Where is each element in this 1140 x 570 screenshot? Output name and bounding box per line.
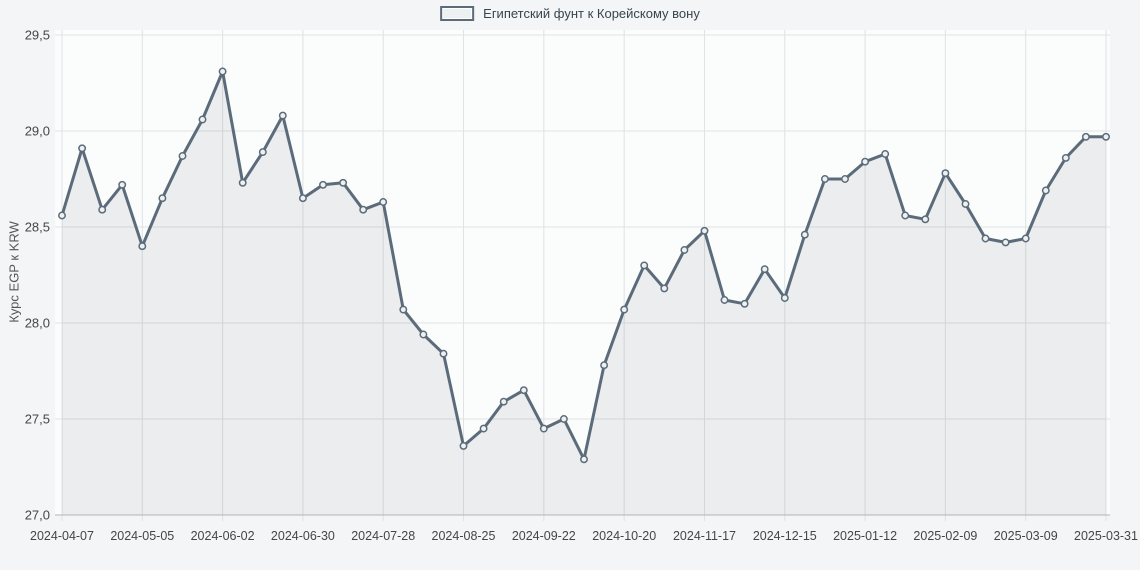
- x-tick-label: 2025-02-09: [913, 529, 977, 543]
- data-point[interactable]: [58, 211, 66, 220]
- data-point[interactable]: [379, 198, 388, 206]
- y-tick-label: 29,0: [25, 124, 50, 139]
- data-point[interactable]: [238, 178, 247, 187]
- data-point[interactable]: [580, 455, 588, 464]
- data-point[interactable]: [298, 194, 307, 203]
- data-point[interactable]: [419, 330, 428, 339]
- data-point[interactable]: [1081, 132, 1090, 141]
- data-point[interactable]: [1102, 132, 1110, 141]
- data-point[interactable]: [1061, 153, 1070, 162]
- data-point[interactable]: [479, 424, 488, 433]
- y-tick-label: 28,0: [25, 316, 50, 331]
- data-point[interactable]: [600, 361, 609, 370]
- data-point[interactable]: [359, 205, 368, 214]
- y-tick-label: 28,5: [25, 220, 50, 235]
- data-point[interactable]: [1001, 238, 1010, 247]
- x-tick-label: 2024-07-28: [351, 529, 415, 543]
- x-tick-label: 2024-08-25: [432, 529, 496, 543]
- data-point[interactable]: [459, 441, 468, 450]
- data-point[interactable]: [861, 157, 870, 166]
- data-point[interactable]: [1041, 186, 1050, 195]
- data-point[interactable]: [78, 144, 87, 153]
- y-tick-label: 29,5: [25, 28, 50, 43]
- x-tick-label: 2025-03-31: [1074, 529, 1138, 543]
- data-point[interactable]: [620, 305, 629, 314]
- data-point[interactable]: [499, 397, 508, 406]
- data-point[interactable]: [178, 152, 187, 160]
- data-point[interactable]: [800, 230, 809, 239]
- x-tick-label: 2024-06-30: [271, 529, 335, 543]
- data-point[interactable]: [961, 200, 970, 208]
- data-point[interactable]: [138, 242, 147, 251]
- data-point[interactable]: [660, 284, 669, 293]
- x-tick-label: 2024-06-02: [191, 529, 255, 543]
- x-tick-label: 2024-12-15: [753, 529, 817, 543]
- data-point[interactable]: [760, 265, 769, 274]
- data-point[interactable]: [901, 211, 910, 220]
- data-point[interactable]: [720, 296, 729, 304]
- data-point[interactable]: [339, 178, 348, 187]
- data-point[interactable]: [198, 115, 207, 124]
- data-point[interactable]: [881, 150, 890, 158]
- data-point[interactable]: [921, 215, 930, 224]
- x-tick-label: 2024-09-22: [512, 529, 576, 543]
- data-point[interactable]: [740, 299, 749, 308]
- data-point[interactable]: [539, 424, 548, 433]
- data-point[interactable]: [941, 169, 950, 178]
- legend-swatch-icon: [440, 6, 475, 21]
- data-point[interactable]: [820, 175, 829, 183]
- data-point[interactable]: [700, 226, 709, 235]
- legend[interactable]: Египетский фунт к Корейскому вону: [440, 6, 700, 21]
- data-point[interactable]: [559, 415, 568, 423]
- data-point[interactable]: [439, 349, 448, 358]
- x-tick-label: 2024-11-17: [673, 529, 736, 543]
- data-point[interactable]: [98, 205, 107, 214]
- data-point[interactable]: [278, 111, 287, 120]
- x-tick-label: 2025-01-12: [833, 529, 897, 543]
- x-tick-label: 2025-03-09: [994, 529, 1058, 543]
- y-tick-label: 27,5: [25, 412, 50, 427]
- x-tick-label: 2024-10-20: [592, 529, 656, 543]
- data-point[interactable]: [640, 261, 649, 270]
- data-point[interactable]: [258, 148, 267, 157]
- data-point[interactable]: [158, 194, 167, 203]
- data-point[interactable]: [680, 246, 689, 254]
- x-tick-label: 2024-05-05: [110, 529, 174, 543]
- data-point[interactable]: [981, 234, 990, 243]
- data-point[interactable]: [780, 294, 789, 302]
- x-tick-label: 2024-04-07: [30, 529, 94, 543]
- data-point[interactable]: [399, 305, 408, 314]
- y-axis-title: Курс EGP к KRW: [6, 221, 22, 323]
- data-point[interactable]: [1021, 234, 1030, 243]
- data-point[interactable]: [118, 180, 127, 189]
- legend-label: Египетский фунт к Корейскому вону: [483, 6, 700, 21]
- data-point[interactable]: [218, 67, 227, 76]
- data-point[interactable]: [319, 180, 327, 189]
- data-point[interactable]: [519, 386, 528, 395]
- data-point[interactable]: [841, 175, 849, 183]
- y-tick-label: 27,0: [25, 508, 50, 523]
